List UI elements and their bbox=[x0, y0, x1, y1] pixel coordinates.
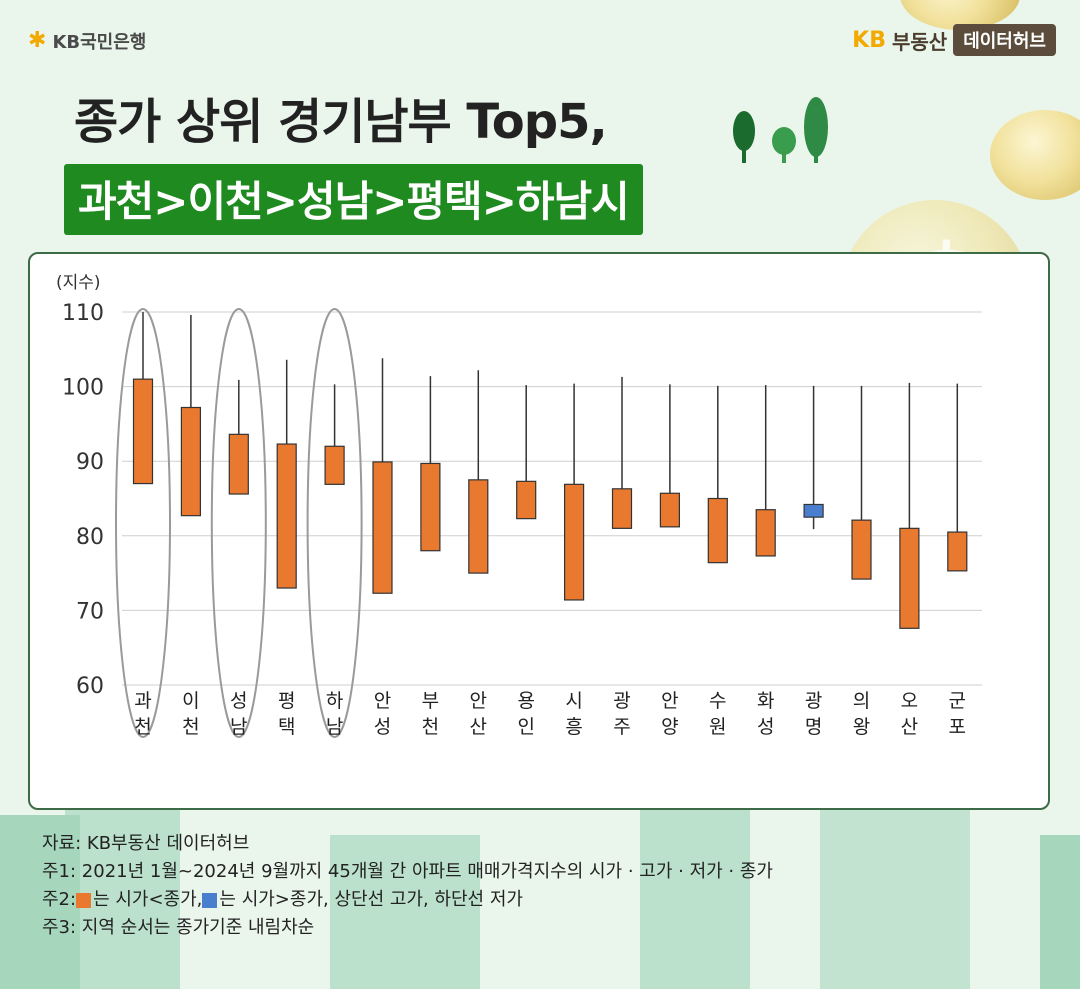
background-building bbox=[820, 800, 970, 989]
bank-name: KB국민은행 bbox=[52, 32, 147, 53]
chart-panel: (지수) 60 70 80 90 100 110 과 천 이 천 성 남 평 택 하 남 안 성 부 천 안 산 용 인 시 흥 광 주… bbox=[28, 252, 1050, 810]
x-tick-label: 왕 bbox=[853, 716, 870, 738]
candle-body bbox=[851, 519, 872, 580]
y-tick-label: 110 bbox=[62, 301, 104, 326]
candlestick-chart: (지수)60708090100110과천이천성남평택하남안성부천안산용인시흥광주… bbox=[56, 273, 982, 738]
x-tick-label: 흥 bbox=[565, 716, 582, 738]
trees-icon bbox=[733, 97, 828, 163]
x-tick-label: 평 bbox=[278, 690, 295, 712]
background-building bbox=[1040, 835, 1080, 989]
candle-body bbox=[611, 488, 633, 529]
candle-body bbox=[132, 378, 154, 485]
candle-body bbox=[420, 462, 441, 552]
source-note: 자료: KB부동산 데이터허브 bbox=[42, 833, 250, 854]
candle-body bbox=[707, 497, 728, 564]
x-tick-label: 택 bbox=[278, 716, 295, 738]
x-tick-label: 안 bbox=[661, 690, 678, 712]
x-tick-label: 광 bbox=[805, 690, 822, 712]
x-tick-label: 안 bbox=[470, 690, 487, 712]
y-tick-label: 100 bbox=[62, 376, 104, 401]
x-tick-label: 천 bbox=[182, 716, 199, 738]
x-tick-label: 하 bbox=[326, 690, 343, 712]
background-building bbox=[330, 835, 480, 989]
highlight-ellipse bbox=[306, 308, 363, 738]
footnotes: 자료: KB부동산 데이터허브 주1: 2021년 1월~2024년 9월까지 … bbox=[42, 830, 773, 942]
x-tick-label: 과 bbox=[134, 690, 151, 712]
page-title: 종가 상위 경기남부 Top5, bbox=[74, 94, 608, 150]
product-name: 부동산 bbox=[891, 29, 948, 54]
x-tick-label: 수 bbox=[709, 690, 726, 712]
note-2-prefix: 주2: bbox=[42, 889, 77, 910]
page-subtitle: 과천>이천>성남>평택>하남시 bbox=[64, 164, 643, 235]
up-color-swatch bbox=[76, 892, 92, 908]
x-tick-label: 시 bbox=[565, 690, 582, 712]
y-axis-label: (지수) bbox=[56, 273, 101, 293]
candle-body bbox=[180, 406, 201, 517]
x-tick-label: 성 bbox=[374, 716, 391, 738]
candle-body bbox=[276, 443, 297, 589]
x-tick-label: 천 bbox=[422, 716, 439, 738]
note-1: 주1: 2021년 1월~2024년 9월까지 45개월 간 아파트 매매가격지… bbox=[42, 861, 773, 882]
highlight-ellipse bbox=[210, 308, 267, 738]
candle-body bbox=[899, 527, 920, 629]
coin-icon bbox=[990, 110, 1080, 200]
x-tick-label: 안 bbox=[374, 690, 391, 712]
x-tick-label: 광 bbox=[613, 690, 630, 712]
y-tick-label: 70 bbox=[76, 599, 104, 624]
x-tick-label: 부 bbox=[422, 690, 439, 712]
x-tick-label: 군 bbox=[949, 690, 966, 712]
bank-logo: ✱ KB국민은행 bbox=[28, 28, 146, 54]
note-2-down: 는 시가>종가, 상단선 고가, 하단선 저가 bbox=[219, 889, 523, 910]
y-tick-label: 90 bbox=[76, 450, 104, 475]
x-tick-label: 화 bbox=[757, 690, 774, 712]
candle-body bbox=[755, 509, 776, 557]
y-tick-label: 60 bbox=[76, 674, 104, 699]
x-tick-label: 산 bbox=[470, 716, 487, 738]
highlight-ellipse bbox=[115, 308, 171, 738]
kb-star-icon: ✱ bbox=[28, 28, 47, 53]
product-hub-badge: 데이터허브 bbox=[953, 24, 1056, 56]
candle-body bbox=[659, 492, 681, 528]
candle-body bbox=[563, 483, 585, 601]
x-tick-label: 성 bbox=[230, 690, 247, 712]
x-tick-label: 산 bbox=[901, 716, 918, 738]
candle-body bbox=[228, 433, 249, 495]
x-tick-label: 주 bbox=[613, 716, 630, 738]
candle-body bbox=[947, 531, 968, 572]
product-kb: KB bbox=[852, 27, 886, 53]
x-tick-label: 오 bbox=[901, 690, 918, 712]
product-logo: KB 부동산 데이터허브 bbox=[852, 24, 1056, 56]
candle-body bbox=[516, 480, 537, 520]
note-3: 주3: 지역 순서는 종가기준 내림차순 bbox=[42, 917, 315, 938]
candle-body bbox=[468, 479, 489, 574]
x-tick-label: 이 bbox=[182, 690, 199, 712]
x-tick-label: 인 bbox=[517, 716, 534, 738]
x-tick-label: 원 bbox=[709, 716, 726, 738]
note-2: 주2: 는 시가<종가, 는 시가>종가, 상단선 고가, 하단선 저가 bbox=[42, 886, 773, 914]
note-2-up: 는 시가<종가, bbox=[93, 889, 203, 910]
x-tick-label: 양 bbox=[661, 716, 678, 738]
x-tick-label: 명 bbox=[805, 716, 822, 738]
candle-body bbox=[803, 503, 824, 518]
y-tick-label: 80 bbox=[76, 525, 104, 550]
candle-body bbox=[324, 445, 345, 485]
candle-body bbox=[372, 461, 393, 594]
x-tick-label: 의 bbox=[853, 690, 870, 712]
x-tick-label: 천 bbox=[134, 716, 151, 738]
x-tick-label: 포 bbox=[949, 716, 966, 738]
x-tick-label: 성 bbox=[757, 716, 774, 738]
x-tick-label: 남 bbox=[326, 716, 343, 738]
x-tick-label: 남 bbox=[230, 716, 247, 738]
down-color-swatch bbox=[202, 892, 218, 908]
background-building bbox=[65, 775, 180, 989]
x-tick-label: 용 bbox=[517, 690, 534, 712]
